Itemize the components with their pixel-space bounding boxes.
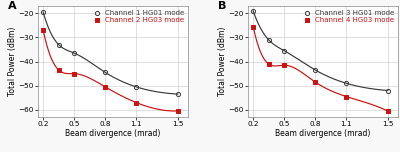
Legend: Channel 1 HG01 mode, Channel 2 HG03 mode: Channel 1 HG01 mode, Channel 2 HG03 mode <box>91 10 184 24</box>
Text: A: A <box>8 1 17 10</box>
Channel 1 HG01 mode <box>103 71 108 73</box>
Channel 1 HG01 mode <box>56 44 61 46</box>
Channel 4 HG03 mode <box>385 110 390 112</box>
Line: Channel 3 HG01 mode: Channel 3 HG01 mode <box>251 9 390 93</box>
Channel 1 HG01 mode <box>134 86 139 88</box>
Text: B: B <box>218 1 226 10</box>
Line: Channel 2 HG03 mode: Channel 2 HG03 mode <box>41 28 180 113</box>
Channel 3 HG01 mode <box>266 39 271 41</box>
Channel 1 HG01 mode <box>72 52 77 54</box>
X-axis label: Beam divergence (mrad): Beam divergence (mrad) <box>65 129 161 138</box>
Line: Channel 4 HG03 mode: Channel 4 HG03 mode <box>251 24 390 113</box>
Channel 2 HG03 mode <box>103 86 108 88</box>
Channel 2 HG03 mode <box>175 110 180 112</box>
X-axis label: Beam divergence (mrad): Beam divergence (mrad) <box>275 129 371 138</box>
Channel 4 HG03 mode <box>266 63 271 65</box>
Channel 4 HG03 mode <box>344 96 349 97</box>
Channel 3 HG01 mode <box>282 50 287 52</box>
Channel 3 HG01 mode <box>251 10 256 12</box>
Channel 2 HG03 mode <box>72 73 77 74</box>
Channel 4 HG03 mode <box>313 81 318 83</box>
Y-axis label: Total Power (dBm): Total Power (dBm) <box>218 27 227 96</box>
Channel 4 HG03 mode <box>282 64 287 66</box>
Channel 2 HG03 mode <box>56 69 61 71</box>
Channel 2 HG03 mode <box>134 102 139 104</box>
Channel 1 HG01 mode <box>41 11 46 13</box>
Channel 2 HG03 mode <box>41 29 46 31</box>
Channel 3 HG01 mode <box>344 82 349 84</box>
Channel 1 HG01 mode <box>175 93 180 95</box>
Line: Channel 1 HG01 mode: Channel 1 HG01 mode <box>41 10 180 96</box>
Y-axis label: Total Power (dBm): Total Power (dBm) <box>8 27 17 96</box>
Channel 3 HG01 mode <box>313 69 318 71</box>
Channel 3 HG01 mode <box>385 90 390 91</box>
Legend: Channel 3 HG01 mode, Channel 4 HG03 mode: Channel 3 HG01 mode, Channel 4 HG03 mode <box>301 10 394 24</box>
Channel 4 HG03 mode <box>251 26 256 28</box>
